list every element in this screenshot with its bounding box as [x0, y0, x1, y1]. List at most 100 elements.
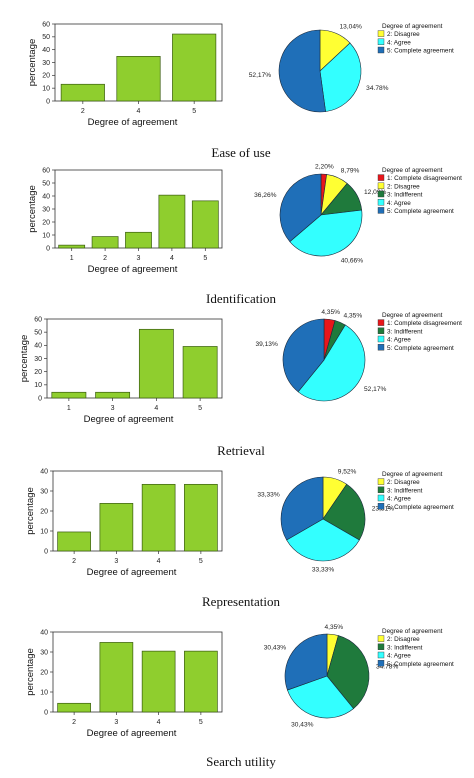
legend-title: Degree of agreement: [382, 23, 443, 30]
pie-value-label: 52,17%: [249, 72, 272, 79]
y-axis-title: percentage: [25, 487, 36, 535]
pie-slice-3: [322, 483, 366, 541]
y-tick-label: 10: [40, 528, 48, 535]
y-tick-label: 50: [42, 34, 50, 41]
x-tick-label: 2: [103, 255, 107, 262]
bar-5: [172, 33, 217, 102]
y-tick-label: 30: [40, 649, 48, 656]
panel-3: 0 10 20 30 40 50 60 1 3 4 5 Degree of agreement perc…: [19, 309, 462, 458]
pie-value-label: 12,09%: [364, 189, 387, 196]
pie-value-label: 33,33%: [257, 492, 280, 499]
bar-2: [60, 83, 105, 102]
pie-value-label: 33,33%: [312, 567, 335, 574]
bar-5: [191, 200, 219, 249]
y-tick-label: 10: [40, 689, 48, 696]
x-tick-label: 4: [157, 719, 161, 726]
legend-title: Degree of agreement: [382, 628, 443, 635]
x-tick-label: 4: [137, 108, 141, 115]
pie-slice-4: [297, 324, 366, 402]
legend-entry: 3: Indifferent: [387, 644, 423, 651]
y-tick-label: 20: [40, 508, 48, 515]
x-tick-label: 3: [114, 719, 118, 726]
y-tick-label: 20: [40, 669, 48, 676]
pie-value-label: 4,35%: [344, 313, 363, 320]
pie-slice-4: [289, 209, 363, 257]
y-tick-label: 50: [42, 180, 50, 187]
bar-3: [99, 642, 134, 713]
y-tick-label: 40: [40, 468, 48, 475]
y-tick-label: 0: [46, 245, 50, 252]
x-axis-title: Degree of agreement: [88, 117, 178, 128]
x-tick-label: 5: [199, 558, 203, 565]
y-tick-label: 60: [42, 21, 50, 28]
x-tick-label: 1: [67, 405, 71, 412]
y-tick-label: 60: [34, 316, 42, 323]
legend-swatch-4: [377, 198, 385, 206]
legend-entry: 4: Agree: [387, 39, 411, 46]
bar-2: [57, 702, 91, 713]
y-tick-label: 40: [42, 47, 50, 54]
y-tick-label: 10: [42, 232, 50, 239]
legend-entry: 3: Indifferent: [387, 192, 423, 199]
legend-entry: 5: Complete agreement: [387, 345, 454, 352]
pie-slice-5: [279, 173, 322, 243]
pie-slice-4: [319, 42, 362, 112]
legend-swatch-1: [377, 174, 385, 181]
pie-value-label: 4,35%: [324, 624, 343, 631]
bar-3: [99, 503, 134, 552]
x-tick-label: 4: [154, 405, 158, 412]
legend-swatch-2: [377, 30, 385, 37]
x-tick-label: 3: [137, 255, 141, 262]
pie-value-label: 39,13%: [255, 341, 278, 348]
legend-swatch-2: [377, 182, 385, 190]
bar-4: [141, 650, 176, 713]
pie-value-label: 34.78%: [376, 663, 399, 670]
legend-entry: 5: Complete agreement: [387, 48, 454, 55]
legend-swatch-3: [377, 486, 385, 493]
bar-2: [57, 531, 91, 552]
y-tick-label: 0: [44, 709, 48, 716]
pie-slice-5: [284, 633, 328, 691]
y-axis-title: percentage: [27, 39, 38, 87]
legend-swatch-4: [377, 494, 385, 502]
bar-5: [182, 346, 218, 399]
legend-entry: 4: Agree: [387, 653, 411, 660]
panel-caption: Identification: [206, 291, 277, 306]
legend-swatch-2: [377, 635, 385, 642]
panel-4: 0 10 20 30 40 2 3 4 5 Degree of agreement percenta…: [25, 468, 454, 609]
y-tick-label: 40: [34, 343, 42, 350]
legend-entry: 3: Indifferent: [387, 328, 423, 335]
x-tick-label: 3: [114, 558, 118, 565]
y-axis-title: percentage: [25, 648, 36, 696]
pie-value-label: 13,04%: [340, 24, 363, 31]
panel-caption: Retrieval: [217, 443, 265, 458]
pie-value-label: 9,52%: [338, 469, 357, 476]
x-axis-title: Degree of agreement: [87, 728, 177, 739]
y-tick-label: 40: [40, 629, 48, 636]
pie-value-label: 30,43%: [264, 645, 287, 652]
y-tick-label: 10: [34, 382, 42, 389]
y-tick-label: 0: [38, 395, 42, 402]
y-tick-label: 0: [46, 98, 50, 105]
legend-entry: 4: Agree: [387, 337, 411, 344]
bar-3: [125, 231, 152, 249]
bar-1: [51, 391, 87, 399]
x-tick-label: 3: [111, 405, 115, 412]
bar-4: [138, 328, 174, 399]
pie-slice-3: [326, 635, 370, 710]
legend-swatch-3: [377, 327, 385, 334]
legend-entry: 3: Indifferent: [387, 487, 423, 494]
y-tick-label: 10: [42, 86, 50, 93]
pie-value-label: 8,79%: [341, 168, 360, 175]
legend-swatch-3: [377, 190, 385, 198]
legend-entry: 4: Agree: [387, 496, 411, 503]
legend-swatch-1: [377, 319, 385, 326]
y-tick-label: 20: [42, 219, 50, 226]
legend-entry: 1: Complete disagreement: [387, 175, 462, 182]
pie-value-label: 2,20%: [315, 164, 334, 171]
legend-swatch-4: [377, 651, 385, 659]
legend-swatch-5: [377, 207, 385, 214]
legend-entry: 5: Complete agreement: [387, 504, 454, 511]
panel-2: 0 10 20 30 40 50 60 1 2 3 4 5 Degree of agreement per…: [27, 164, 462, 306]
y-tick-label: 30: [34, 356, 42, 363]
